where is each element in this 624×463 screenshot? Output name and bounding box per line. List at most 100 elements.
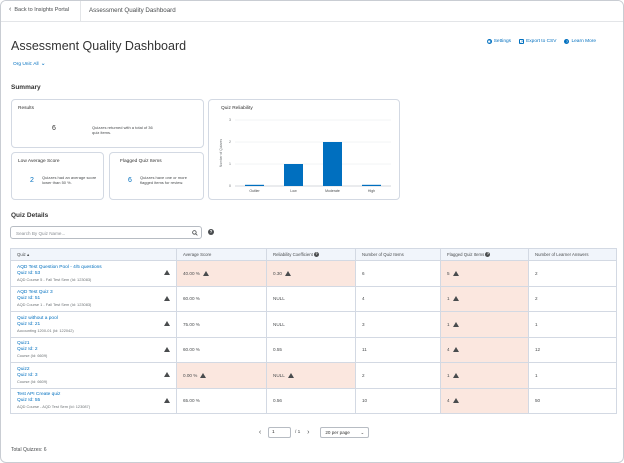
chevron-left-icon: ‹ xyxy=(9,6,12,13)
table-row: Quiz1 Quiz Id: 2 Course (Id: 6609) 60.00… xyxy=(10,336,617,363)
average-score-cell: 0.00 % xyxy=(176,362,267,389)
breadcrumb-title: Assessment Quality Dashboard xyxy=(89,7,176,14)
flagged-items-value: 4 xyxy=(447,398,450,404)
column-header-average-score[interactable]: Average Score xyxy=(176,248,267,261)
average-score-cell: 60.00 % xyxy=(176,336,267,363)
flagged-items-cell: 5 xyxy=(440,260,529,287)
flagged-items-cell: 1 xyxy=(440,311,529,338)
quiz-id[interactable]: Quiz Id: 3 xyxy=(17,372,38,378)
table-header-row: Quiz ▴ Average Score Reliability Coeffic… xyxy=(10,248,617,261)
quiz-name-link[interactable]: Quiz2 xyxy=(17,366,30,372)
quiz-items-cell: 4 xyxy=(355,285,441,312)
warning-icon xyxy=(164,270,170,276)
prev-page-button[interactable]: ‹ xyxy=(258,429,262,436)
warning-icon xyxy=(202,270,209,276)
reliability-cell: 0.56 xyxy=(266,387,356,414)
column-header-flagged-items[interactable]: Flagged Quiz Items ? xyxy=(440,248,529,261)
page-title: Assessment Quality Dashboard xyxy=(11,39,187,53)
quiz-id[interactable]: Quiz Id: 51 xyxy=(17,296,41,302)
quiz-items-cell: 3 xyxy=(355,311,441,338)
column-header-learner-answers[interactable]: Number of Learner Answers xyxy=(528,248,617,261)
bar-low xyxy=(284,164,303,186)
search-input[interactable] xyxy=(16,230,186,236)
quiz-items-value: 11 xyxy=(362,347,367,353)
x-tick-label: Outlier xyxy=(249,189,260,193)
quiz-name-link[interactable]: AQD Test Question Pool - 4/5 questions xyxy=(17,264,102,270)
back-link-label: Back to Insights Portal xyxy=(14,7,70,13)
quiz-name-link[interactable]: AQD Test Quiz 3 xyxy=(17,290,53,296)
help-icon: ? xyxy=(564,39,570,44)
warning-icon xyxy=(452,347,459,353)
quiz-items-cell: 6 xyxy=(355,260,441,287)
average-score: 60.00 % xyxy=(183,296,200,302)
low-average-value[interactable]: 2 xyxy=(30,177,34,184)
help-icon[interactable]: ? xyxy=(314,252,320,258)
column-header-quiz[interactable]: Quiz ▴ xyxy=(10,248,177,261)
quiz-id[interactable]: Quiz Id: 21 xyxy=(17,321,41,327)
flagged-items-value: 1 xyxy=(447,372,450,378)
results-card: Results 6 Quizzes returned with a total … xyxy=(11,99,204,148)
quiz-course: AQD Course - AQD Test Sem (Id: 123087) xyxy=(17,404,91,410)
y-tick-label: 2 xyxy=(229,140,231,144)
export-csv-button[interactable]: ↗ Export to CSV xyxy=(519,39,556,44)
reliability-value: 0.30 xyxy=(273,270,282,276)
table-row: Test API Create quiz Quiz Id: 55 AQD Cou… xyxy=(10,387,617,414)
learn-more-button[interactable]: ? Learn More xyxy=(564,39,596,44)
gear-icon: ✱ xyxy=(486,39,492,44)
page-number-input[interactable] xyxy=(268,427,291,438)
bar-moderate xyxy=(323,142,342,186)
quiz-cell: Quiz without a pool Quiz Id: 21 Accounti… xyxy=(10,311,177,338)
help-icon[interactable]: ? xyxy=(485,252,491,258)
next-page-button[interactable]: › xyxy=(307,429,310,436)
column-header-quiz-items[interactable]: Number of Quiz Items xyxy=(355,248,441,261)
table-row: AQD Test Question Pool - 4/5 questions Q… xyxy=(10,260,617,287)
learner-answers-cell: 1 xyxy=(528,311,617,338)
bar-outlier xyxy=(245,184,264,186)
flagged-items-title: Flagged Quiz Items xyxy=(120,159,162,164)
table-row: AQD Test Quiz 3 Quiz Id: 51 AQD Course 1… xyxy=(10,285,617,312)
y-tick-label: 1 xyxy=(229,162,231,166)
quiz-cell: Quiz2 Quiz Id: 3 Course (Id: 6609) xyxy=(10,362,177,389)
quiz-id[interactable]: Quiz Id: 2 xyxy=(17,347,38,353)
search-icon[interactable] xyxy=(192,230,198,236)
org-unit-filter[interactable]: Org Unit: All ⌄ xyxy=(13,61,46,67)
per-page-value: 20 per page xyxy=(325,430,350,435)
column-header-reliability[interactable]: Reliability Coefficient ? xyxy=(266,248,356,261)
quiz-items-cell: 11 xyxy=(355,336,441,363)
average-score-cell: 40.00 % xyxy=(176,260,267,287)
reliability-value: NULL xyxy=(273,321,285,327)
quiz-name-link[interactable]: Quiz1 xyxy=(17,341,30,347)
quiz-name-link[interactable]: Quiz without a pool xyxy=(17,315,58,321)
reliability-value: 0.55 xyxy=(273,347,282,353)
quiz-details-heading: Quiz Details xyxy=(11,212,49,219)
learner-answers-cell: 50 xyxy=(528,387,617,414)
low-average-title: Low Average Score xyxy=(18,159,60,164)
reliability-cell: 0.30 xyxy=(266,260,356,287)
quiz-id[interactable]: Quiz Id: 55 xyxy=(17,398,41,404)
org-unit-label: Org Unit: All xyxy=(13,62,39,67)
learn-more-label: Learn More xyxy=(571,39,596,44)
learner-answers-value: 50 xyxy=(535,398,541,404)
low-average-desc: Quizzes had an average score lower than … xyxy=(42,175,97,186)
quiz-id[interactable]: Quiz Id: 53 xyxy=(17,270,41,276)
learner-answers-cell: 2 xyxy=(528,260,617,287)
search-help-icon[interactable]: ? xyxy=(208,229,214,235)
settings-button[interactable]: ✱ Settings xyxy=(486,39,511,44)
quiz-name-link[interactable]: Test API Create quiz xyxy=(17,392,61,398)
flagged-items-value: 1 xyxy=(447,321,450,327)
page-count: / 1 xyxy=(295,430,301,435)
sort-asc-icon: ▴ xyxy=(27,251,30,257)
warning-icon xyxy=(164,295,170,301)
quiz-details-table: Quiz ▴ Average Score Reliability Coeffic… xyxy=(10,248,617,414)
quiz-cell: Test API Create quiz Quiz Id: 55 AQD Cou… xyxy=(10,387,177,414)
column-label: Flagged Quiz Items xyxy=(447,251,485,257)
learner-answers-cell: 1 xyxy=(528,362,617,389)
pagination: ‹ / 1 › 20 per page ⌄ xyxy=(256,427,370,438)
flagged-items-value[interactable]: 6 xyxy=(128,177,132,184)
search-box xyxy=(10,226,202,239)
chevron-down-icon: ⌄ xyxy=(360,429,365,435)
per-page-select[interactable]: 20 per page ⌄ xyxy=(320,427,370,438)
back-link[interactable]: ‹ Back to Insights Portal xyxy=(9,6,70,13)
flagged-items-value: 1 xyxy=(447,296,450,302)
